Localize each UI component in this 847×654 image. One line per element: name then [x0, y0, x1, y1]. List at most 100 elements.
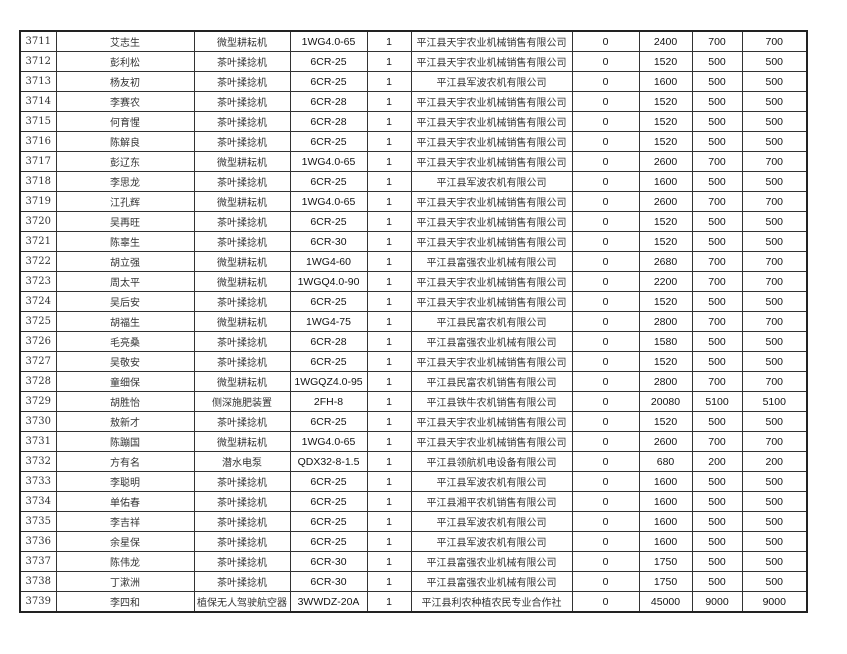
row-number-cell: 3738 — [19, 571, 57, 592]
quantity-cell: 1 — [366, 431, 412, 452]
model-cell: 6CR-25 — [289, 511, 368, 532]
dealer-cell: 平江县领航机电设备有限公司 — [410, 451, 573, 472]
owner-name-cell: 陈辜生 — [55, 231, 195, 252]
dealer-cell: 平江县天宇农业机械销售有限公司 — [410, 431, 573, 452]
model-cell: 1WG4.0-65 — [289, 431, 368, 452]
col-zero-cell: 0 — [571, 531, 640, 552]
owner-name-cell: 吴后安 — [55, 291, 195, 312]
model-cell: 6CR-25 — [289, 131, 368, 152]
subsidy-a-cell: 5100 — [691, 391, 743, 412]
col-zero-cell: 0 — [571, 511, 640, 532]
dealer-cell: 平江县湘平农机销售有限公司 — [410, 491, 573, 512]
machine-type-cell: 茶叶揉捻机 — [193, 351, 291, 372]
quantity-cell: 1 — [366, 391, 412, 412]
price-cell: 1600 — [638, 471, 693, 492]
table-row: 3729 胡胜怡 侧深施肥装置 2FH-8 1 平江县铁牛农机销售有限公司 0 20080 51… — [19, 391, 808, 412]
table-row: 3728 童细保 微型耕耘机 1WGQZ4.0-95 1 平江县民富农机销售有限公司 0 28… — [19, 371, 808, 392]
price-cell: 1520 — [638, 111, 693, 132]
row-number-cell: 3720 — [19, 211, 57, 232]
quantity-cell: 1 — [366, 71, 412, 92]
subsidy-b-cell: 700 — [741, 311, 808, 332]
quantity-cell: 1 — [366, 451, 412, 472]
quantity-cell: 1 — [366, 551, 412, 572]
dealer-cell: 平江县铁牛农机销售有限公司 — [410, 391, 573, 412]
quantity-cell: 1 — [366, 111, 412, 132]
price-cell: 1600 — [638, 71, 693, 92]
machine-type-cell: 茶叶揉捻机 — [193, 111, 291, 132]
col-zero-cell: 0 — [571, 211, 640, 232]
dealer-cell: 平江县富强农业机械有限公司 — [410, 251, 573, 272]
quantity-cell: 1 — [366, 511, 412, 532]
subsidy-a-cell: 500 — [691, 51, 743, 72]
table-row: 3722 胡立强 微型耕耘机 1WG4-60 1 平江县富强农业机械有限公司 0 2680 70… — [19, 251, 808, 272]
col-zero-cell: 0 — [571, 30, 640, 52]
quantity-cell: 1 — [366, 191, 412, 212]
owner-name-cell: 胡胜怡 — [55, 391, 195, 412]
table-row: 3730 敖新才 茶叶揉捻机 6CR-25 1 平江县天宇农业机械销售有限公司 0 1520 5… — [19, 411, 808, 432]
col-zero-cell: 0 — [571, 391, 640, 412]
subsidy-a-cell: 500 — [691, 331, 743, 352]
col-zero-cell: 0 — [571, 251, 640, 272]
machine-type-cell: 茶叶揉捻机 — [193, 71, 291, 92]
price-cell: 1520 — [638, 211, 693, 232]
price-cell: 680 — [638, 451, 693, 472]
row-number-cell: 3739 — [19, 591, 57, 613]
model-cell: 1WG4.0-65 — [289, 30, 368, 52]
subsidy-a-cell: 500 — [691, 231, 743, 252]
subsidy-a-cell: 700 — [691, 30, 743, 52]
model-cell: 1WGQZ4.0-95 — [289, 371, 368, 392]
col-zero-cell: 0 — [571, 451, 640, 472]
col-zero-cell: 0 — [571, 291, 640, 312]
price-cell: 1520 — [638, 411, 693, 432]
model-cell: 6CR-28 — [289, 331, 368, 352]
quantity-cell: 1 — [366, 471, 412, 492]
row-number-cell: 3736 — [19, 531, 57, 552]
quantity-cell: 1 — [366, 30, 412, 52]
table-row: 3712 彭利松 茶叶揉捻机 6CR-25 1 平江县天宇农业机械销售有限公司 0 1520 5… — [19, 51, 808, 72]
price-cell: 2600 — [638, 191, 693, 212]
col-zero-cell: 0 — [571, 191, 640, 212]
owner-name-cell: 吴敬安 — [55, 351, 195, 372]
machine-type-cell: 茶叶揉捻机 — [193, 91, 291, 112]
subsidy-b-cell: 500 — [741, 551, 808, 572]
subsidy-a-cell: 700 — [691, 271, 743, 292]
model-cell: 2FH-8 — [289, 391, 368, 412]
table-row: 3718 李思龙 茶叶揉捻机 6CR-25 1 平江县军波农机有限公司 0 1600 500 50… — [19, 171, 808, 192]
row-number-cell: 3737 — [19, 551, 57, 572]
owner-name-cell: 彭辽东 — [55, 151, 195, 172]
table-row: 3732 方有名 潜水电泵 QDX32-8-1.5 1 平江县领航机电设备有限公司 0 680… — [19, 451, 808, 472]
subsidy-a-cell: 9000 — [691, 591, 743, 613]
dealer-cell: 平江县天宇农业机械销售有限公司 — [410, 271, 573, 292]
subsidy-table: 3711 艾志生 微型耕耘机 1WG4.0-65 1 平江县天宇农业机械销售有限公司 0 24… — [19, 30, 808, 613]
subsidy-a-cell: 500 — [691, 411, 743, 432]
owner-name-cell: 艾志生 — [55, 30, 195, 52]
price-cell: 1750 — [638, 571, 693, 592]
col-zero-cell: 0 — [571, 91, 640, 112]
subsidy-a-cell: 700 — [691, 251, 743, 272]
subsidy-a-cell: 200 — [691, 451, 743, 472]
dealer-cell: 平江县富强农业机械有限公司 — [410, 571, 573, 592]
table-row: 3723 周太平 微型耕耘机 1WGQ4.0-90 1 平江县天宇农业机械销售有限公司 0 2… — [19, 271, 808, 292]
price-cell: 1600 — [638, 171, 693, 192]
subsidy-a-cell: 700 — [691, 431, 743, 452]
subsidy-b-cell: 500 — [741, 531, 808, 552]
subsidy-b-cell: 500 — [741, 351, 808, 372]
dealer-cell: 平江县天宇农业机械销售有限公司 — [410, 291, 573, 312]
row-number-cell: 3711 — [19, 30, 57, 52]
subsidy-b-cell: 500 — [741, 471, 808, 492]
machine-type-cell: 茶叶揉捻机 — [193, 211, 291, 232]
table-row: 3734 单佑春 茶叶揉捻机 6CR-25 1 平江县湘平农机销售有限公司 0 1600 500… — [19, 491, 808, 512]
table-row: 3725 胡福生 微型耕耘机 1WG4-75 1 平江县民富农机有限公司 0 2800 700 7… — [19, 311, 808, 332]
subsidy-a-cell: 500 — [691, 91, 743, 112]
model-cell: 1WG4.0-65 — [289, 191, 368, 212]
price-cell: 1520 — [638, 291, 693, 312]
owner-name-cell: 李四和 — [55, 591, 195, 613]
quantity-cell: 1 — [366, 531, 412, 552]
row-number-cell: 3734 — [19, 491, 57, 512]
quantity-cell: 1 — [366, 51, 412, 72]
price-cell: 1520 — [638, 51, 693, 72]
machine-type-cell: 微型耕耘机 — [193, 371, 291, 392]
row-number-cell: 3732 — [19, 451, 57, 472]
dealer-cell: 平江县天宇农业机械销售有限公司 — [410, 151, 573, 172]
subsidy-a-cell: 500 — [691, 511, 743, 532]
